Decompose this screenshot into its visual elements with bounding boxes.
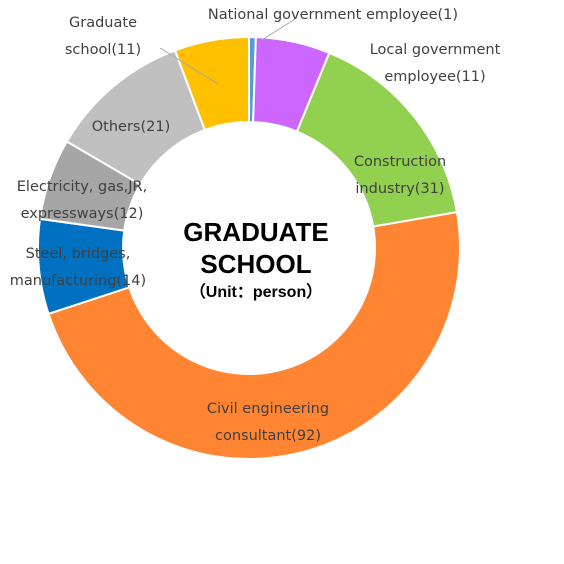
slice-label-civil-engineering-consultant: Civil engineering — [207, 401, 329, 417]
slice-label-graduate-school: school(11) — [65, 42, 141, 58]
slice-label-others: Others(21) — [92, 119, 171, 135]
slice-graduate-school — [173, 35, 250, 132]
leader-lines — [159, 18, 296, 85]
slice-label-construction-industry: industry(31) — [355, 181, 444, 197]
slice-label-construction-industry: Construction — [354, 154, 446, 170]
slice-label-national-government-employee: National government employee(1) — [208, 7, 458, 23]
center-label: GRADUATE SCHOOL （Unit：person） — [183, 217, 328, 301]
slice-label-steel-bridges-manufacturing: manufacturing(14) — [10, 273, 146, 289]
center-title-line1: GRADUATE — [183, 217, 328, 247]
slice-label-graduate-school: Graduate — [69, 15, 137, 31]
slice-label-electricity-gas-jr-expressways: expressways(12) — [21, 206, 144, 222]
slice-civil-engineering-consultant — [47, 210, 462, 460]
slice-label-civil-engineering-consultant: consultant(92) — [215, 428, 321, 444]
slice-label-local-government-employee: employee(11) — [384, 69, 485, 85]
leader-line-national-government-employee — [261, 18, 296, 41]
slice-label-steel-bridges-manufacturing: Steel, bridges, — [26, 246, 131, 262]
slice-label-electricity-gas-jr-expressways: Electricity, gas,JR, — [17, 179, 147, 195]
slice-label-local-government-employee: Local government — [370, 42, 501, 58]
donut-slices — [37, 35, 462, 460]
center-unit: （Unit：person） — [190, 283, 322, 301]
slice-labels: National government employee(1) Local gov… — [10, 7, 501, 444]
leader-line-graduate-school — [159, 47, 219, 85]
center-title-line2: SCHOOL — [200, 249, 311, 279]
